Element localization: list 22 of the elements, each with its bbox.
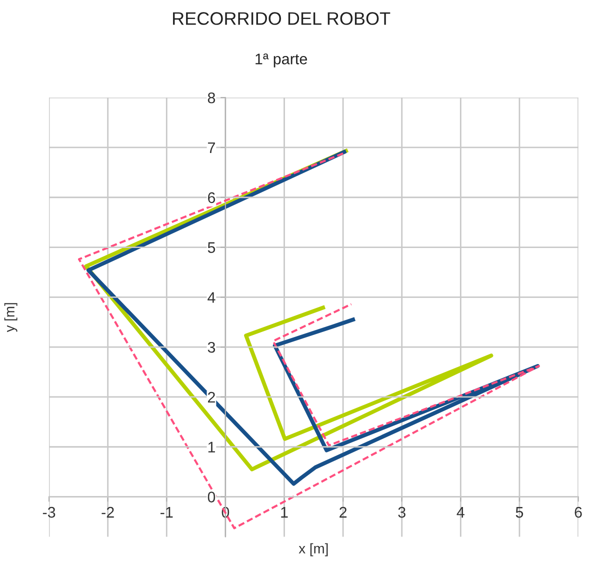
x-tick-label: -3 <box>42 506 56 518</box>
y-tick-label: 2 <box>208 392 215 403</box>
x-tick-label: -2 <box>102 506 114 518</box>
x-tick-label: 2 <box>340 506 347 518</box>
x-tick-label: 3 <box>398 506 406 518</box>
x-tick-label: 1 <box>281 507 288 518</box>
x-axis-title: x [m] <box>298 543 328 556</box>
y-tick-label: 0 <box>208 492 216 502</box>
y-tick-label: 6 <box>208 192 216 204</box>
y-tick-label: 8 <box>208 92 216 104</box>
y-tick-label: 3 <box>208 342 216 353</box>
chart-subtitle: 1ª parte <box>256 54 307 68</box>
x-tick-label: -1 <box>160 507 173 518</box>
x-tick-label: 5 <box>516 507 524 518</box>
x-tick-label: 4 <box>456 507 464 518</box>
y-tick-label: 5 <box>208 242 216 253</box>
y-tick-label: 7 <box>208 142 215 154</box>
x-tick-label: 6 <box>574 506 582 518</box>
y-tick-label: 1 <box>208 442 215 452</box>
chart-title: RECORRIDO DEL ROBOT <box>173 12 390 25</box>
y-tick-label: 4 <box>208 292 216 303</box>
y-axis-title: y [m] <box>4 303 18 332</box>
